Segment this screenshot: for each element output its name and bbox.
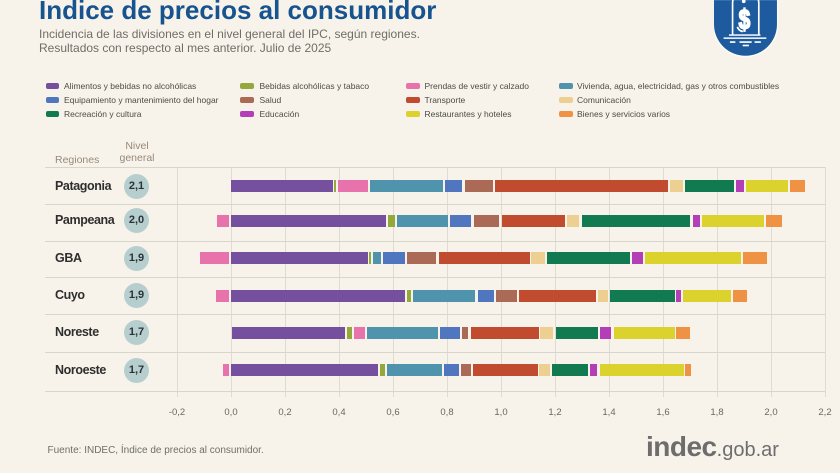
svg-text:$: $ bbox=[739, 5, 751, 36]
